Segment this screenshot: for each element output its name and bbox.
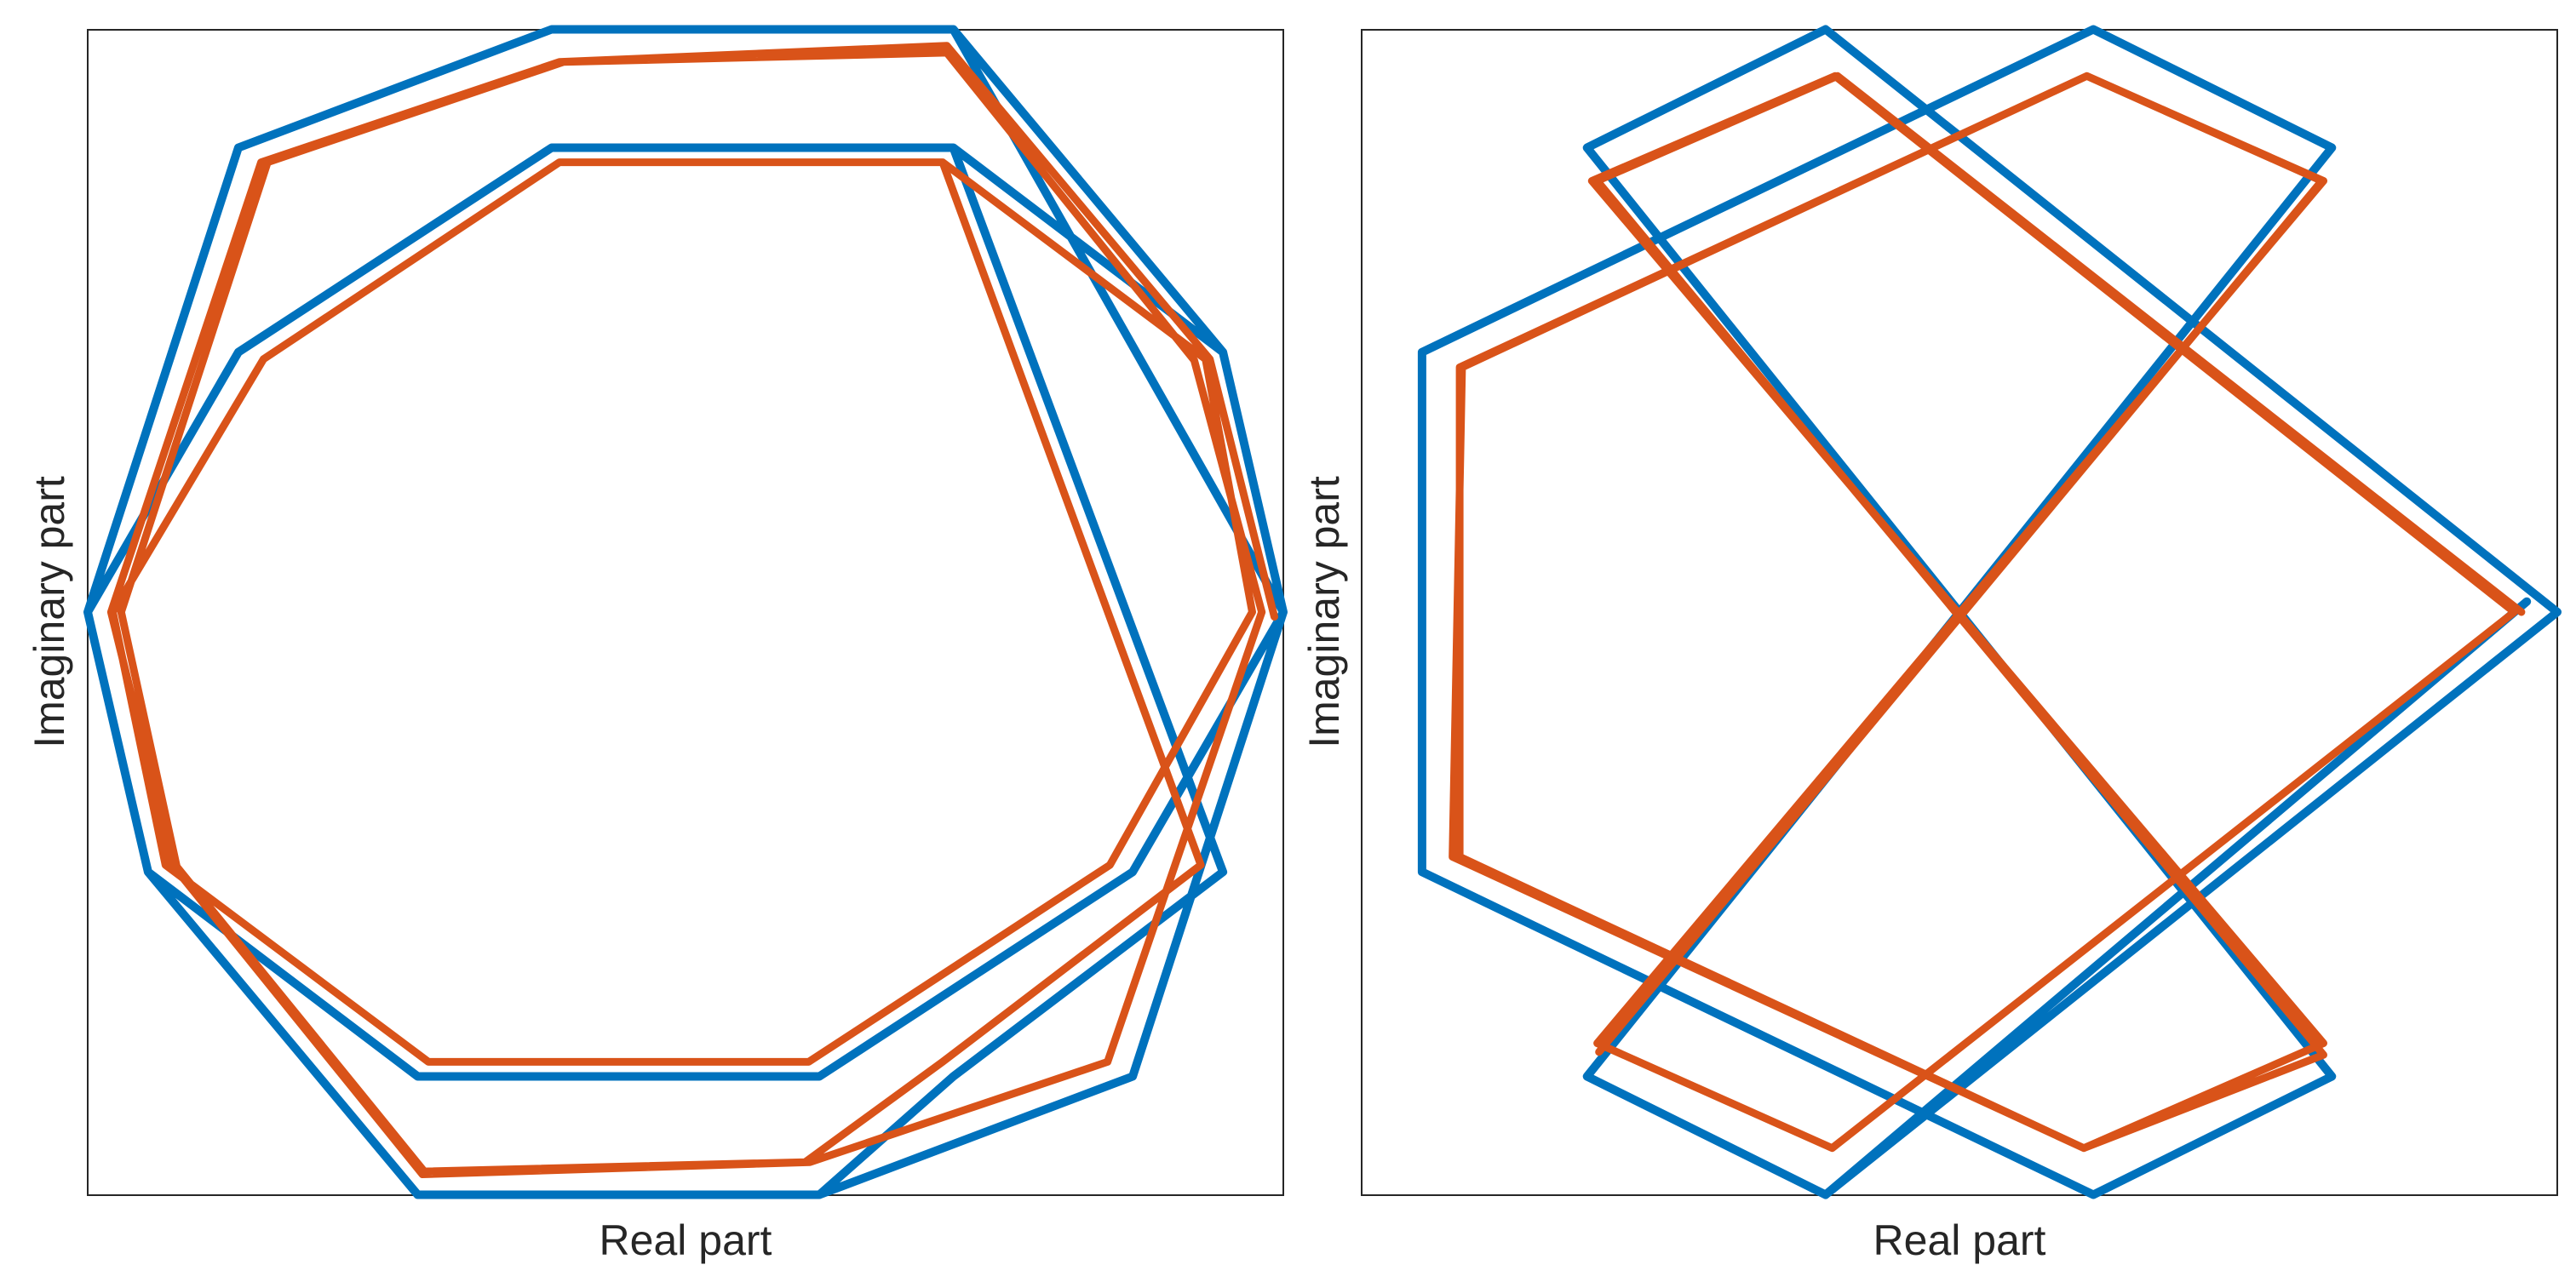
left-y-axis-label: Imaginary part <box>26 476 73 748</box>
right-x-axis-label: Real part <box>1873 1216 2046 1264</box>
left-series-layer <box>83 25 1288 1199</box>
right-panel: Real part Imaginary part <box>1300 25 2562 1264</box>
left-panel: Real part Imaginary part <box>26 25 1288 1264</box>
right-series-blue-line <box>1417 25 2562 1199</box>
left-x-axis-label: Real part <box>600 1216 772 1264</box>
left-series-orange-line <box>106 42 1278 1178</box>
right-y-axis-label: Imaginary part <box>1300 476 1348 748</box>
right-series-orange-line <box>1449 72 2526 1153</box>
right-series-layer <box>1417 25 2562 1199</box>
left-series-blue-line <box>83 25 1288 1199</box>
